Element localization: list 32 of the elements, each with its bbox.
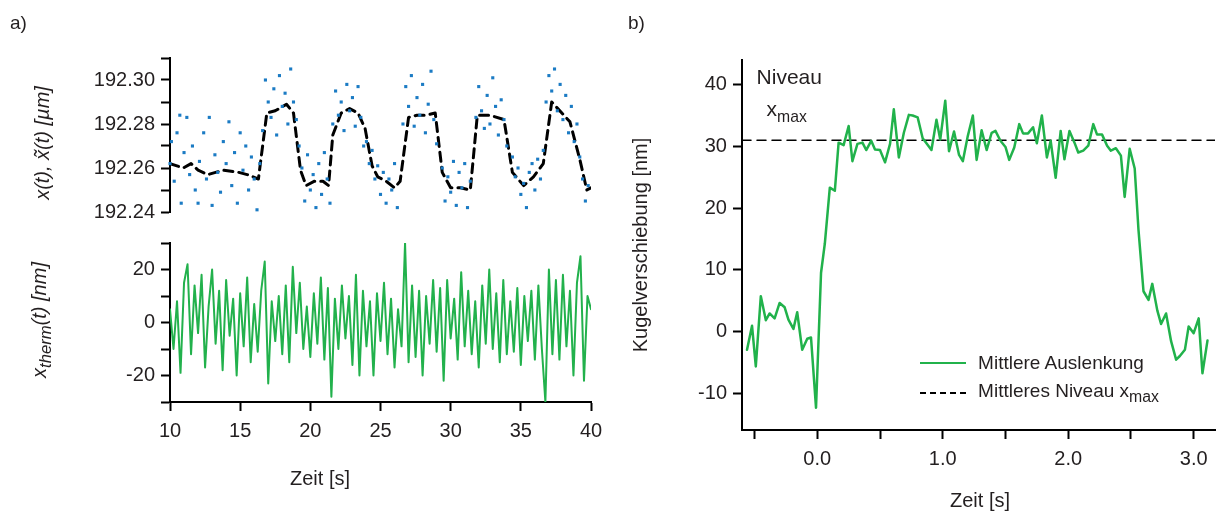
text: b) [628, 12, 645, 34]
y-tick-label: 10 [704, 257, 727, 280]
y-tick-label: 192.28 [93, 111, 155, 134]
x-tick-label: 35 [509, 418, 532, 441]
x-tick-label: 10 [158, 418, 182, 441]
y-tick-label: 192.26 [93, 155, 155, 178]
y-axis-title: x(t), x̃(t) [µm] [30, 86, 54, 200]
y-tick-label: 30 [704, 133, 727, 156]
y-tick-label: 40 [704, 72, 727, 95]
legend-label: Mittleres Niveau x$_{max}$ [978, 380, 1159, 406]
y-tick-label: 20 [132, 257, 155, 280]
x-tick-label: 25 [369, 418, 392, 441]
x-tick-label: 3.0 [1179, 446, 1208, 469]
x-tick-label: 20 [299, 418, 322, 441]
x-tick-label: 15 [229, 418, 252, 441]
y-tick-label: 0 [715, 318, 727, 341]
y-axis-title: Kugelverschiebung [nm] [628, 137, 652, 353]
y-tick-label: -10 [698, 380, 727, 403]
y-tick-label: -20 [126, 363, 155, 386]
x-tick-label: 0.0 [803, 446, 832, 469]
legend-label: Mittlere Auslenkung [978, 352, 1144, 374]
x-tick-label: 40 [579, 418, 603, 441]
x-tick-label: 1.0 [928, 446, 957, 469]
y-tick-label: 20 [704, 195, 727, 218]
x-axis-title: Zeit [s] [949, 488, 1011, 512]
y-tick-label: 192.30 [93, 67, 155, 90]
x-tick-label: 2.0 [1054, 446, 1083, 469]
x-tick-label: 30 [439, 418, 462, 441]
y-tick-label: 192.24 [93, 199, 155, 222]
y-tick-label: 0 [143, 310, 155, 333]
x-axis-title: Zeit [s] [289, 466, 351, 490]
text: a) [10, 12, 27, 34]
